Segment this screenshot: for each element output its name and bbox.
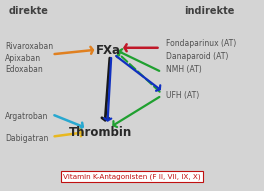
Text: Rivaroxaban: Rivaroxaban [5, 42, 53, 51]
Text: Edoxaban: Edoxaban [5, 65, 43, 74]
Text: indirekte: indirekte [185, 6, 235, 16]
Text: Fondaparinux (AT): Fondaparinux (AT) [166, 39, 236, 48]
Text: Argatroban: Argatroban [5, 112, 49, 121]
Text: Danaparoid (AT): Danaparoid (AT) [166, 52, 228, 61]
Text: NMH (AT): NMH (AT) [166, 65, 201, 74]
Text: FXa: FXa [96, 44, 121, 57]
Text: direkte: direkte [8, 6, 49, 16]
Text: Vitamin K-Antagonisten (F II, VII, IX, X): Vitamin K-Antagonisten (F II, VII, IX, X… [63, 173, 201, 180]
Text: Apixaban: Apixaban [5, 53, 41, 63]
Text: Dabigatran: Dabigatran [5, 134, 49, 143]
Text: Thrombin: Thrombin [69, 126, 133, 139]
Text: UFH (AT): UFH (AT) [166, 91, 199, 100]
